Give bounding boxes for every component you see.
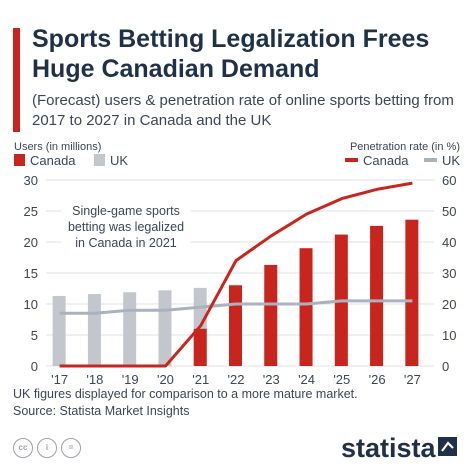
x-tick-label: '18 — [86, 372, 103, 387]
x-tick-label: '21 — [192, 372, 209, 387]
footnote-text: UK figures displayed for comparison to a… — [13, 387, 358, 401]
bar-canada — [193, 328, 207, 366]
legend-left-uk-label: UK — [110, 153, 128, 168]
attribution-icon[interactable]: i — [37, 438, 57, 458]
x-tick-label: '22 — [228, 372, 245, 387]
right-tick-label: 50 — [442, 204, 456, 219]
right-tick-label: 60 — [442, 173, 456, 188]
chart-footnote: UK figures displayed for comparison to a… — [13, 386, 463, 420]
bar-canada — [370, 225, 384, 366]
x-tick-label: '20 — [157, 372, 174, 387]
license-icons: cc i = — [13, 438, 81, 460]
x-tick-label: '23 — [263, 372, 280, 387]
legend-left-uk-swatch — [94, 154, 105, 166]
left-tick-label: 5 — [31, 328, 38, 343]
bar-uk — [87, 294, 101, 366]
legend-left-canada-label: Canada — [30, 153, 76, 168]
creative-commons-icon[interactable]: cc — [13, 438, 33, 458]
annotation-text: in Canada in 2021 — [75, 236, 177, 250]
legend-right-uk-label: UK — [442, 153, 460, 168]
annotation-box — [61, 198, 191, 253]
line-uk — [59, 299, 413, 315]
source-text: Source: Statista Market Insights — [13, 404, 190, 418]
x-tick-label: '25 — [333, 372, 350, 387]
bar-canada — [264, 264, 278, 366]
legend-left-canada-swatch — [14, 154, 25, 166]
line-canada — [59, 181, 413, 368]
statista-logo[interactable]: statista — [341, 429, 461, 465]
left-tick-label: 0 — [31, 359, 38, 374]
legend-right-canada-label: Canada — [363, 153, 409, 168]
title-accent-bar — [13, 28, 20, 132]
left-tick-label: 15 — [24, 266, 38, 281]
chart-subtitle: (Forecast) users & penetration rate of o… — [32, 92, 454, 129]
x-tick-label: '26 — [369, 372, 386, 387]
annotation-text: betting was legalized — [68, 220, 184, 234]
right-tick-label: 40 — [442, 235, 456, 250]
no-derivatives-icon[interactable]: = — [61, 438, 81, 458]
right-tick-label: 10 — [442, 328, 456, 343]
right-tick-label: 20 — [442, 297, 456, 312]
x-tick-label: '17 — [51, 372, 68, 387]
bar-canada — [405, 219, 419, 366]
right-tick-label: 0 — [442, 359, 449, 374]
bar-uk — [158, 290, 172, 366]
left-tick-label: 20 — [24, 235, 38, 250]
bar-canada — [299, 248, 313, 366]
bar-uk — [52, 295, 66, 366]
x-tick-label: '19 — [122, 372, 139, 387]
left-tick-label: 10 — [24, 297, 38, 312]
right-axis-label: Penetration rate (in %) — [350, 141, 460, 153]
x-tick-label: '24 — [298, 372, 315, 387]
x-tick-label: '27 — [404, 372, 421, 387]
right-tick-label: 30 — [442, 266, 456, 281]
bar-uk — [123, 292, 137, 366]
chart-title: Sports Betting Legalization Frees Huge C… — [32, 25, 430, 83]
left-axis-label: Users (in millions) — [14, 141, 101, 153]
annotation-text: Single-game sports — [72, 204, 180, 218]
brand-wordmark: statista — [341, 433, 437, 463]
left-tick-label: 25 — [24, 204, 38, 219]
statista-logo-icon — [438, 437, 457, 456]
left-tick-label: 30 — [24, 173, 38, 188]
bar-canada — [229, 285, 242, 366]
